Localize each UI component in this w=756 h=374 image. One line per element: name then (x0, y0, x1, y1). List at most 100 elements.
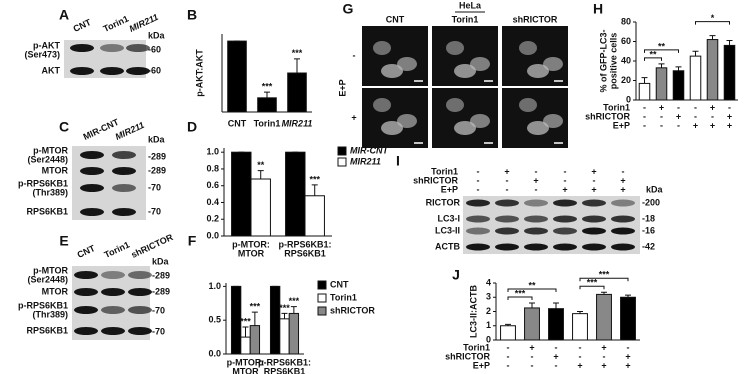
condition-mark: + (591, 184, 596, 194)
significance-label: * (711, 13, 715, 23)
condition-mark: + (562, 184, 567, 194)
mw-marker: -16 (642, 225, 655, 235)
cell (519, 98, 537, 112)
panel-letter: E (59, 233, 68, 249)
legend-label: MIR-CNT (350, 145, 389, 155)
significance-label: *** (240, 316, 251, 326)
blot-band (495, 243, 519, 251)
condition-mark: - (694, 111, 697, 121)
y-tick-label: 60 (621, 36, 631, 46)
blot-band (466, 227, 490, 235)
blot-band (70, 67, 94, 75)
blot-band (611, 199, 635, 207)
condition-mark: + (553, 351, 558, 361)
x-tick-label: p-RPS6KB1: (278, 239, 331, 249)
bar (620, 296, 636, 341)
blot-band (128, 271, 152, 279)
panel-letter: A (59, 7, 69, 23)
blot-row-label: MTOR (42, 165, 69, 175)
cell (454, 121, 476, 135)
bar (548, 308, 564, 341)
x-tick-label: MTOR (238, 248, 265, 258)
significance-bracket (507, 296, 533, 300)
image-row-label: - (353, 50, 356, 60)
blot-band (582, 199, 606, 207)
significance-label: *** (250, 301, 261, 311)
significance-bracket (644, 49, 679, 53)
significance-label: *** (279, 303, 290, 313)
mw-marker: -70 (152, 326, 165, 336)
bar (638, 82, 651, 101)
cell (527, 121, 549, 135)
y-tick-label: 0.2 (206, 214, 219, 224)
significance-label: *** (515, 288, 526, 298)
condition-mark: - (579, 351, 582, 361)
blot-band (553, 227, 577, 235)
blot-row-label: (Ser473) (24, 49, 60, 59)
significance-label: *** (309, 174, 320, 184)
blot-band (101, 288, 125, 296)
blot-band (101, 327, 125, 335)
blot-band (128, 288, 152, 296)
blot-band (582, 227, 606, 235)
blot-row-label: p-AKT (33, 40, 60, 50)
mw-marker: -70 (148, 206, 161, 216)
image-column-label: shRICTOR (513, 14, 558, 24)
blot-band (100, 44, 124, 52)
kda-label: kDa (646, 184, 664, 194)
bar (231, 151, 252, 237)
significance-bracket (644, 57, 662, 61)
blot-band (74, 327, 98, 335)
y-tick-label: 3 (486, 292, 491, 302)
blot-band (611, 215, 635, 223)
condition-mark: - (531, 360, 534, 370)
image-column-label: CNT (386, 14, 405, 24)
blot-band (112, 167, 136, 175)
cell (381, 121, 403, 135)
condition-mark: - (555, 360, 558, 370)
condition-label: shRICTOR (413, 175, 458, 185)
condition-mark: - (507, 342, 510, 352)
blot-band (80, 151, 104, 159)
condition-mark: + (625, 351, 630, 361)
condition-mark: - (477, 175, 480, 185)
condition-mark: + (601, 342, 606, 352)
blot-row-label: LC3-II (435, 225, 460, 235)
error-bar (281, 312, 288, 319)
significance-label: ** (649, 49, 657, 59)
condition-label: Torin1 (431, 166, 458, 176)
bar (672, 70, 685, 101)
cell (397, 114, 417, 128)
condition-mark: + (504, 166, 509, 176)
panel-letter: I (396, 153, 400, 169)
bar (655, 67, 668, 101)
blot-band (112, 184, 136, 192)
lane-label: Torin1 (102, 14, 131, 34)
blot-row-label: RICTOR (426, 197, 461, 207)
condition-mark: - (660, 120, 663, 130)
condition-mark: - (579, 342, 582, 352)
legend-swatch (337, 146, 347, 156)
bar (288, 312, 300, 355)
bar (250, 178, 271, 237)
significance-bracket (695, 21, 730, 25)
error-bar (242, 326, 249, 338)
condition-mark: + (591, 166, 596, 176)
lane-label: Torin1 (103, 240, 132, 260)
y-tick-label: 1 (486, 320, 491, 330)
condition-mark: - (477, 184, 480, 194)
error-bar (709, 35, 716, 40)
mw-marker: -70 (152, 305, 165, 315)
condition-mark: - (677, 120, 680, 130)
blot-band (611, 243, 635, 251)
blot-band (466, 199, 490, 207)
condition-mark: + (710, 102, 715, 112)
error-bar (311, 184, 318, 196)
condition-mark: - (603, 351, 606, 361)
mw-marker: -18 (642, 213, 655, 223)
condition-label: E+P (441, 184, 458, 194)
condition-mark: - (507, 351, 510, 361)
mw-marker: -289 (152, 286, 170, 296)
blot-band (582, 215, 606, 223)
condition-mark: - (506, 184, 509, 194)
